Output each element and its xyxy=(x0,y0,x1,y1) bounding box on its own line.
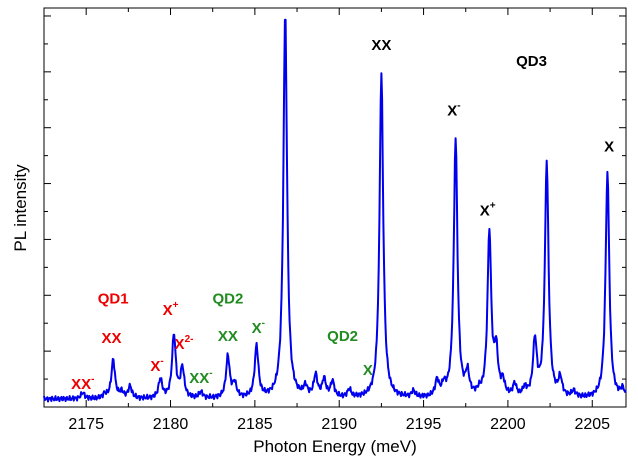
spectrum-line xyxy=(43,18,627,403)
peak-label: XX xyxy=(371,37,391,54)
peak-annotations: QD1XXXQD3X-XX+QD1XXX+X2-X-XX-QD2XXX-XX-Q… xyxy=(71,37,614,393)
x-tick-label: 2175 xyxy=(68,416,104,433)
peak-label: X+ xyxy=(163,300,179,319)
y-axis-title: PL intensity xyxy=(11,164,30,252)
peak-label: QD1 xyxy=(98,290,129,307)
x-tick-label: 2185 xyxy=(237,416,273,433)
plot-frame xyxy=(43,7,627,408)
x-tick-label: 2190 xyxy=(321,416,357,433)
peak-label: X xyxy=(604,139,614,156)
x-tick-label: 2205 xyxy=(574,416,610,433)
peak-label: XX xyxy=(101,330,121,347)
axis-ticks xyxy=(43,8,626,408)
x-tick-label: 2195 xyxy=(406,416,442,433)
peak-label: QD2 xyxy=(327,328,358,345)
peak-label: QD2 xyxy=(212,290,243,307)
x-tick-label: 2200 xyxy=(490,416,526,433)
peak-label: X xyxy=(363,362,373,379)
peak-label: X- xyxy=(447,101,460,120)
peak-label: X+ xyxy=(480,200,496,219)
peak-label: XX- xyxy=(189,368,212,387)
peak-label: X- xyxy=(252,318,265,337)
x-tick-label: 2180 xyxy=(153,416,189,433)
peak-label: X2- xyxy=(175,334,194,353)
x-tick-labels: 2175 2180 2185 2190 2195 2200 2205 xyxy=(68,416,610,433)
peak-label: QD3 xyxy=(516,53,547,70)
x-axis-title: Photon Energy (meV) xyxy=(253,437,416,456)
peak-label: XX xyxy=(218,328,238,345)
peak-label: X- xyxy=(150,356,163,375)
peak-label: XX- xyxy=(71,374,94,393)
